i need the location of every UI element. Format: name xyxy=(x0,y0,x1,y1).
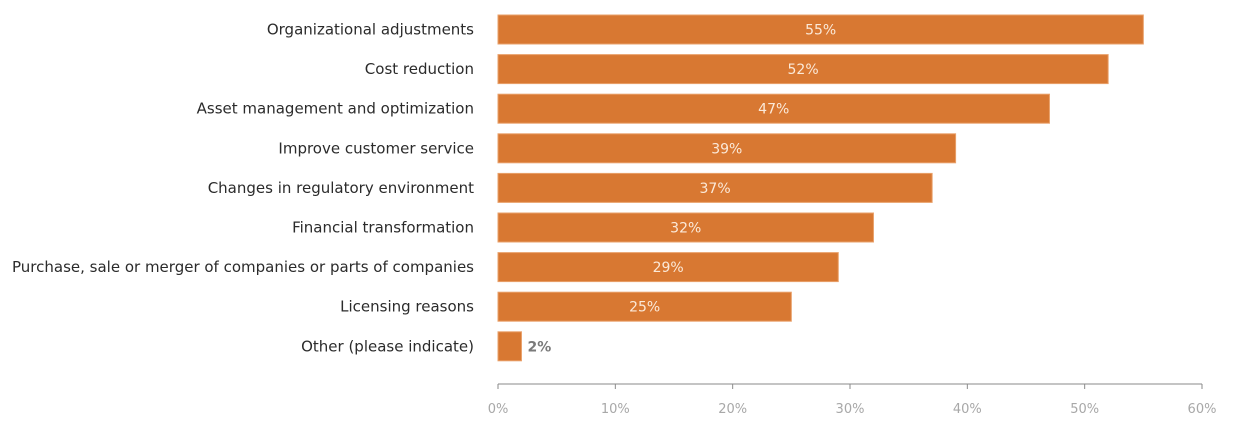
category-label: Organizational adjustments xyxy=(267,21,474,39)
x-tick-label: 30% xyxy=(836,402,865,417)
data-label: 55% xyxy=(805,23,836,39)
data-label: 25% xyxy=(629,300,660,316)
x-tick-label: 0% xyxy=(488,402,509,417)
bar xyxy=(497,291,792,322)
category-label: Other (please indicate) xyxy=(301,337,474,355)
bar xyxy=(497,54,1109,85)
data-label: 47% xyxy=(758,102,789,118)
data-label: 39% xyxy=(711,141,742,157)
bar xyxy=(497,133,957,164)
x-tick-label: 50% xyxy=(1070,402,1099,417)
x-tick-label: 40% xyxy=(953,402,982,417)
data-label: 52% xyxy=(788,62,819,78)
category-label: Purchase, sale or merger of companies or… xyxy=(12,258,474,276)
bar xyxy=(497,14,1144,45)
data-label: 32% xyxy=(670,221,701,237)
category-label: Cost reduction xyxy=(365,60,474,78)
bar xyxy=(497,93,1050,124)
bar xyxy=(497,331,522,362)
category-label: Licensing reasons xyxy=(340,298,474,316)
bar xyxy=(497,212,874,243)
category-label: Changes in regulatory environment xyxy=(208,179,474,197)
bar xyxy=(497,172,933,203)
data-label: 29% xyxy=(653,260,684,276)
category-label: Asset management and optimization xyxy=(197,100,474,118)
x-tick-label: 20% xyxy=(718,402,747,417)
x-tick-label: 10% xyxy=(601,402,630,417)
x-tick-label: 60% xyxy=(1188,402,1217,417)
data-label: 2% xyxy=(527,339,551,355)
bar xyxy=(497,252,839,283)
category-label: Improve customer service xyxy=(278,139,474,157)
data-label: 37% xyxy=(700,181,731,197)
category-label: Financial transformation xyxy=(292,219,474,237)
